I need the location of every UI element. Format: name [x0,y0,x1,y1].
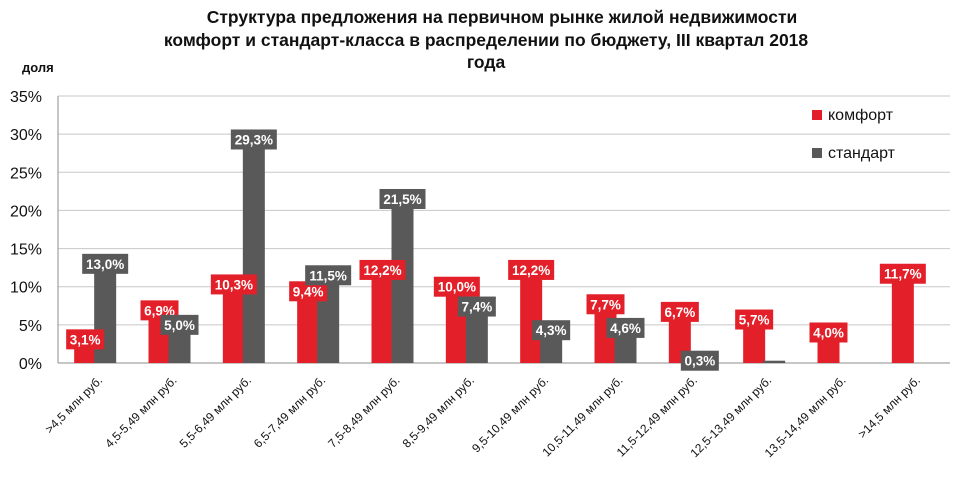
data-label: 5,0% [164,318,195,333]
data-label: 5,7% [739,313,770,328]
bar-стандарт [465,306,488,363]
data-label-box [379,188,426,209]
data-label-box [230,129,277,150]
data-label: 11,7% [884,267,922,282]
data-label-box [289,281,328,302]
bar-комфорт [891,273,914,363]
x-tick-label: 12,5-13,49 млн руб. [687,373,774,460]
data-label: 9,4% [293,284,324,299]
bar-комфорт [371,269,394,363]
data-label-box [305,265,352,286]
chart-title-line-3: года [467,52,506,72]
x-tick-label: 5,5-6,49 млн руб. [177,373,254,450]
x-tick-label: 11,5-12,49 млн руб. [614,373,700,459]
data-labels: 3,1% 6,9% 10,3% 9,4% 12,2% 10,0% 12,2% 7,7% 6,7%… [66,129,926,371]
data-label-box [210,274,257,295]
y-axis-label: доля [22,60,54,75]
y-tick-label: 30% [10,127,42,144]
y-axis-ticks: 0% 5% 10% 15% 20% 25% 30% 35% [10,89,42,373]
y-tick-label: 10% [10,280,42,297]
data-label-box [532,320,571,341]
x-tick-label: 7,5-8,49 млн руб. [325,373,402,450]
y-tick-label: 15% [10,242,42,259]
data-label: 13,0% [86,257,124,272]
data-label-box [508,259,555,280]
data-label: 0,3% [684,354,715,369]
bars [74,139,914,363]
x-tick-label: 9,5-10,49 млн руб. [469,373,551,455]
y-tick-label: 0% [19,356,42,373]
data-label-box [66,329,105,350]
chart-title: Структура предложения на первичном рынке… [164,7,809,72]
data-label-box [879,263,926,284]
data-label-box [359,259,406,280]
data-label-box [809,322,848,343]
data-label: 10,0% [438,280,476,295]
bar-комфорт [297,291,320,363]
data-label: 4,3% [536,323,567,338]
bar-комфорт [743,319,766,363]
y-tick-label: 20% [10,203,42,220]
bar-стандарт [763,360,786,363]
data-label-box [433,276,480,297]
legend: комфорт стандарт [812,107,896,162]
legend-label-комфорт: комфорт [828,107,894,124]
data-label: 6,7% [664,305,695,320]
data-label-box [735,309,774,330]
x-axis-ticks: >4,5 млн руб.4,5-5,49 млн руб.5,5-6,49 м… [42,373,923,460]
data-label-box [82,253,129,274]
data-label-box [606,317,645,338]
data-label-box [457,296,496,317]
data-label: 12,2% [363,263,401,278]
legend-swatch-комфорт [812,110,822,120]
legend-label-стандарт: стандарт [828,145,896,162]
data-label-box [680,350,719,371]
data-label: 7,7% [590,297,621,312]
data-label-box [660,301,699,322]
data-label: 29,3% [235,132,273,147]
x-tick-label: >14,5 млн руб. [855,373,923,441]
data-label: 4,0% [813,325,844,340]
data-label: 21,5% [383,192,421,207]
x-tick-label: >4,5 млн руб. [42,373,105,436]
y-tick-label: 25% [10,165,42,182]
x-tick-label: 8,5-9,49 млн руб. [400,373,477,450]
chart-title-line-1: Структура предложения на первичном рынке… [207,7,798,27]
data-label: 7,4% [461,300,492,315]
data-label: 4,6% [610,321,641,336]
bar-комфорт [668,311,691,363]
data-label: 3,1% [70,332,101,347]
data-label: 6,9% [144,303,175,318]
x-tick-label: 10,5-11,49 млн руб. [539,373,625,459]
bar-стандарт [391,198,414,363]
bar-комфорт [520,269,543,363]
bar-стандарт [242,139,265,363]
y-tick-label: 5% [19,318,42,335]
chart-title-line-2: комфорт и стандарт-класса в распределени… [164,30,809,50]
bar-комфорт [222,284,245,363]
data-label: 10,3% [215,277,253,292]
y-tick-label: 35% [10,89,42,106]
data-label: 12,2% [512,263,550,278]
x-tick-label: 4,5-5,49 млн руб. [102,373,179,450]
data-label: 11,5% [309,268,347,283]
data-label-box [160,314,199,335]
legend-swatch-стандарт [812,148,822,158]
gridlines [57,95,950,364]
x-tick-label: 13,5-14,49 млн руб. [762,373,849,460]
data-label-box [586,294,625,315]
x-tick-label: 6,5-7,49 млн руб. [251,373,328,450]
